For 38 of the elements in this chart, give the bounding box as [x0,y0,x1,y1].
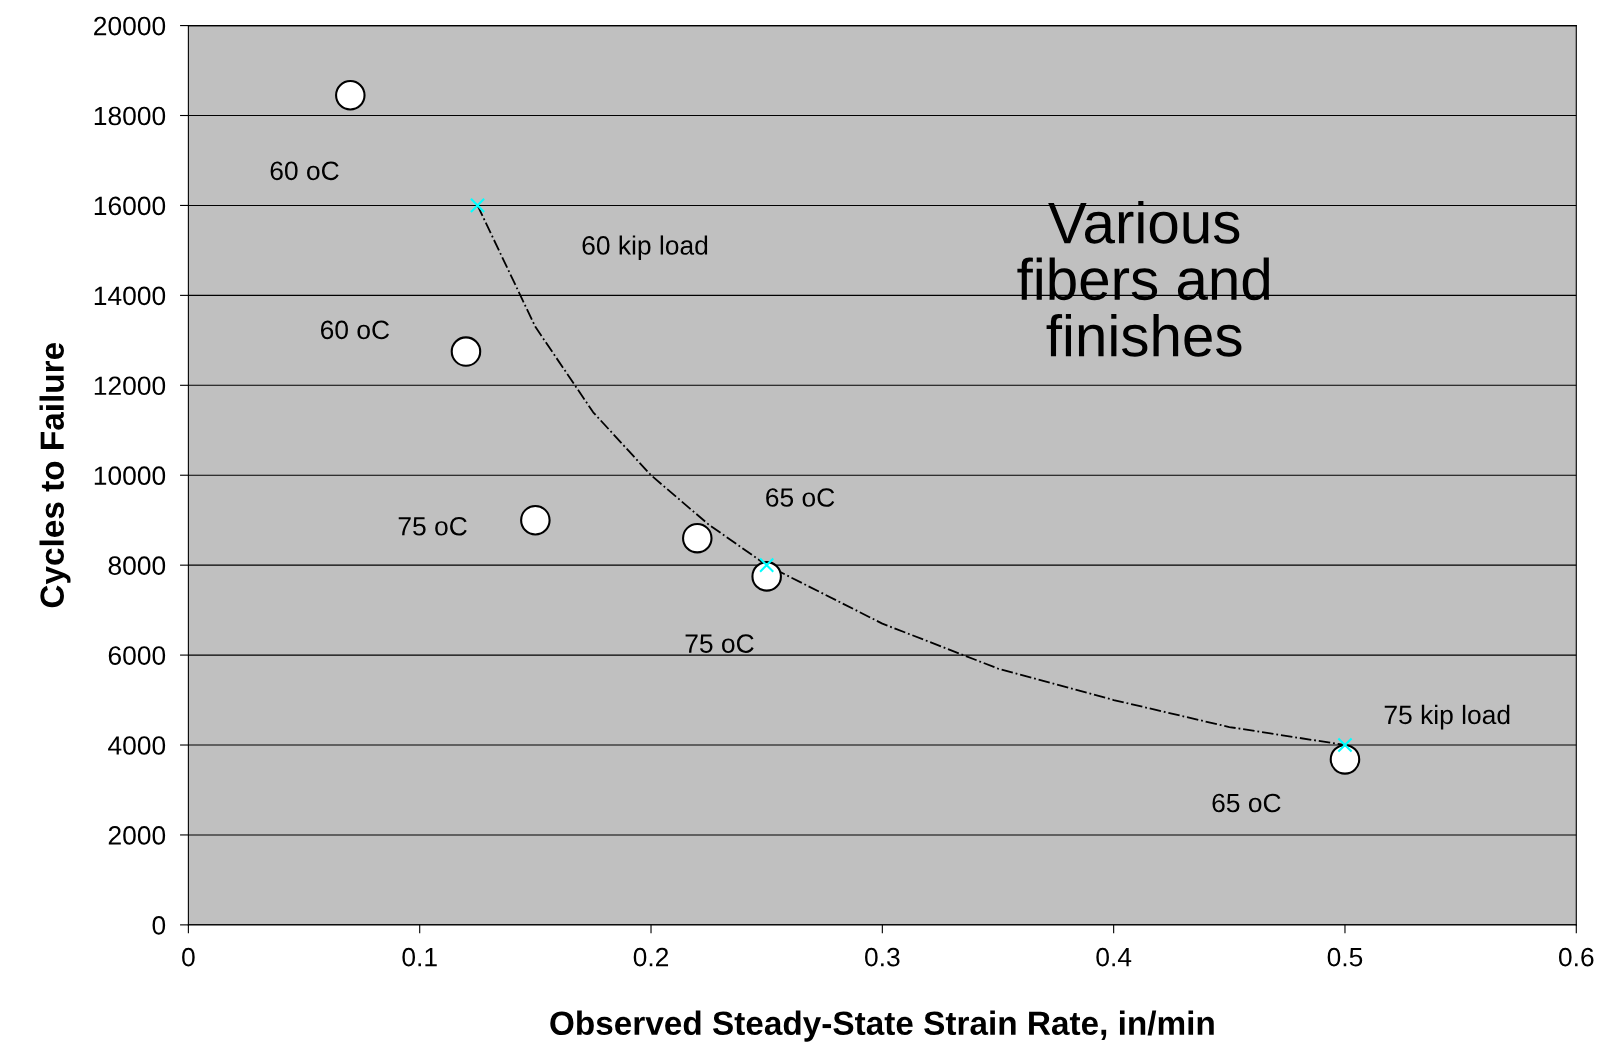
y-axis-title: Cycles to Failure [39,342,71,608]
y-tick-label: 12000 [94,376,166,396]
annotation: 75 kip load [1384,704,1510,730]
annotation: 65 oC [1212,793,1281,813]
annotation: 60 oC [270,161,339,181]
annotation: Various fibers and finishes [1017,200,1269,357]
y-tick-label: 18000 [94,106,166,126]
y-tick-label: 14000 [94,286,166,306]
y-tick-label: 4000 [108,736,166,755]
y-tick-label: 20000 [94,16,166,36]
y-tick-label: 8000 [108,556,166,575]
y-tick-label: 0 [152,916,166,935]
annotation: 60 kip load [582,235,708,261]
point [682,522,713,554]
point [1337,737,1353,753]
x-tick-label: 0.6 [1558,947,1594,967]
x-axis-title: Observed Steady-State Strain Rate, in/min [550,1010,1214,1042]
x-tick-label: 0.4 [1096,947,1132,967]
x-tick-label: 0.2 [633,947,669,967]
annotation: 75 oC [398,516,467,536]
x-tick-label: 0.5 [1327,947,1363,967]
point [335,80,366,111]
point [450,336,482,367]
point [1329,744,1361,775]
point [520,504,551,536]
y-tick-label: 10000 [94,466,166,486]
point [751,561,782,592]
y-tick-label: 16000 [94,196,166,216]
annotation: 65 oC [766,488,835,507]
x-tick-label: 0.3 [865,947,900,967]
point [469,197,486,214]
x-tick-label: 0.1 [402,947,437,967]
x-tick-label: 0 [182,947,195,967]
annotation: 75 oC [685,634,754,653]
point [759,557,775,573]
y-tick-label: 2000 [108,826,166,845]
y-tick-label: 6000 [108,646,166,665]
annotation: 60 oC [320,320,390,340]
